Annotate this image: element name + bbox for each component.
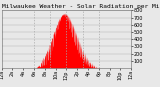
Text: Milwaukee Weather - Solar Radiation per Min W/m² (Last 24 Hours): Milwaukee Weather - Solar Radiation per … <box>2 3 160 9</box>
